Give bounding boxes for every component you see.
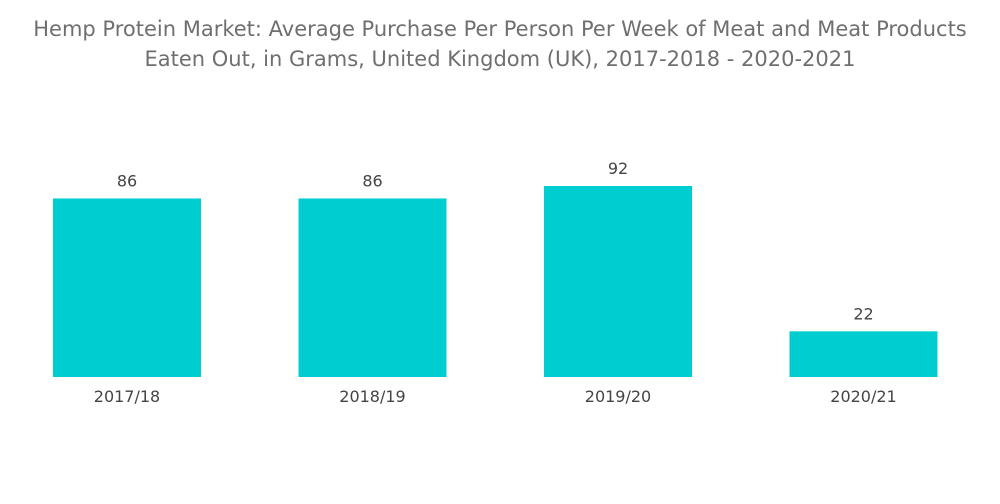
x-tick-label-2019-20: 2019/20 xyxy=(585,387,651,406)
bar-2018-19 xyxy=(298,198,447,377)
x-tick-label-2018-19: 2018/19 xyxy=(339,387,405,406)
data-label-2019-20: 92 xyxy=(608,159,628,178)
bar-2020-21 xyxy=(789,331,938,377)
data-label-2018-19: 86 xyxy=(362,171,382,190)
bar-2017-18 xyxy=(53,198,201,377)
data-label-2017-18: 86 xyxy=(117,171,137,190)
x-tick-label-2017-18: 2017/18 xyxy=(94,387,160,406)
chart-title-line-1: Hemp Protein Market: Average Purchase Pe… xyxy=(33,17,967,41)
x-tick-label-2020-21: 2020/21 xyxy=(830,387,896,406)
data-label-2020-21: 22 xyxy=(853,304,873,323)
bar-2019-20 xyxy=(544,186,692,377)
chart-title-line-2: Eaten Out, in Grams, United Kingdom (UK)… xyxy=(144,47,856,71)
chart-title: Hemp Protein Market: Average Purchase Pe… xyxy=(0,14,1000,74)
